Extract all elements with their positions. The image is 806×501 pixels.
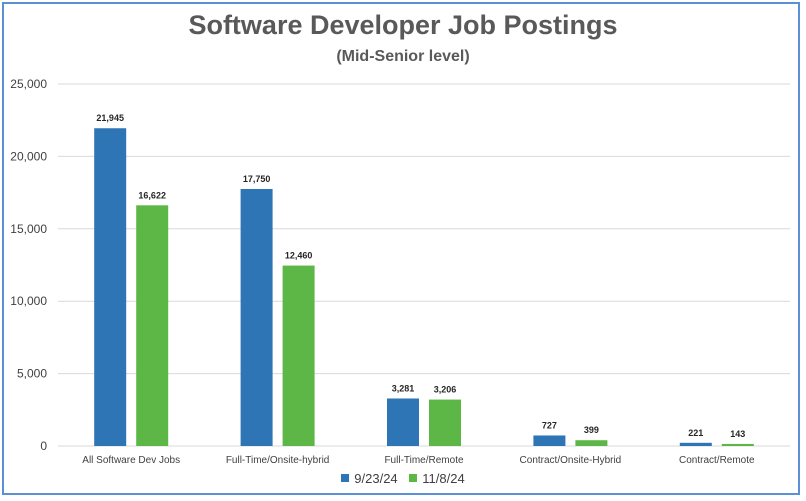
- x-tick-label: All Software Dev Jobs: [82, 455, 180, 466]
- bar-2-1: [136, 205, 169, 446]
- bar-2-2: [282, 265, 315, 446]
- bar-1-5: [679, 442, 712, 446]
- data-label: 16,622: [138, 190, 166, 200]
- data-label: 3,281: [392, 383, 415, 393]
- bar-2-4: [575, 440, 608, 446]
- x-tick-label: Full-Time/Remote: [384, 455, 464, 466]
- x-tick-label: Contract/Onsite-Hybrid: [520, 455, 622, 466]
- x-tick-label: Full-Time/Onsite-hybrid: [226, 455, 330, 466]
- legend-item-series-1: 9/23/24: [341, 470, 398, 486]
- data-label: 3,206: [434, 385, 457, 395]
- y-tick-label: 25,000: [10, 77, 47, 91]
- bar-1-3: [387, 398, 419, 446]
- y-tick-label: 5,000: [17, 367, 47, 381]
- chart-subtitle: (Mid-Senior level): [336, 48, 470, 65]
- data-label: 21,945: [96, 113, 124, 123]
- bar-2-5: [721, 443, 754, 446]
- legend-label-series-1: 9/23/24: [354, 470, 398, 486]
- legend-swatch-series-1: [341, 474, 350, 482]
- chart-title: Software Developer Job Postings: [188, 10, 618, 40]
- legend-item-series-2: 11/8/24: [409, 470, 465, 486]
- data-label: 399: [584, 425, 599, 435]
- bar-1-1: [94, 128, 127, 447]
- bar-1-4: [533, 435, 566, 446]
- chart-legend: 9/23/24 11/8/24: [0, 470, 806, 486]
- y-tick-label: 20,000: [10, 149, 47, 163]
- data-label: 221: [688, 428, 703, 438]
- bar-1-2: [240, 188, 273, 447]
- bar-2-3: [429, 399, 461, 446]
- data-label: 143: [730, 429, 745, 439]
- y-tick-label: 10,000: [10, 294, 47, 308]
- data-label: 17,750: [243, 174, 271, 184]
- data-label: 12,460: [285, 251, 313, 261]
- legend-label-series-2: 11/8/24: [422, 470, 465, 486]
- legend-swatch-series-2: [409, 474, 418, 482]
- y-tick-label: 0: [40, 439, 47, 453]
- data-label: 727: [542, 420, 557, 430]
- y-tick-label: 15,000: [10, 222, 47, 236]
- x-tick-label: Contract/Remote: [679, 455, 755, 466]
